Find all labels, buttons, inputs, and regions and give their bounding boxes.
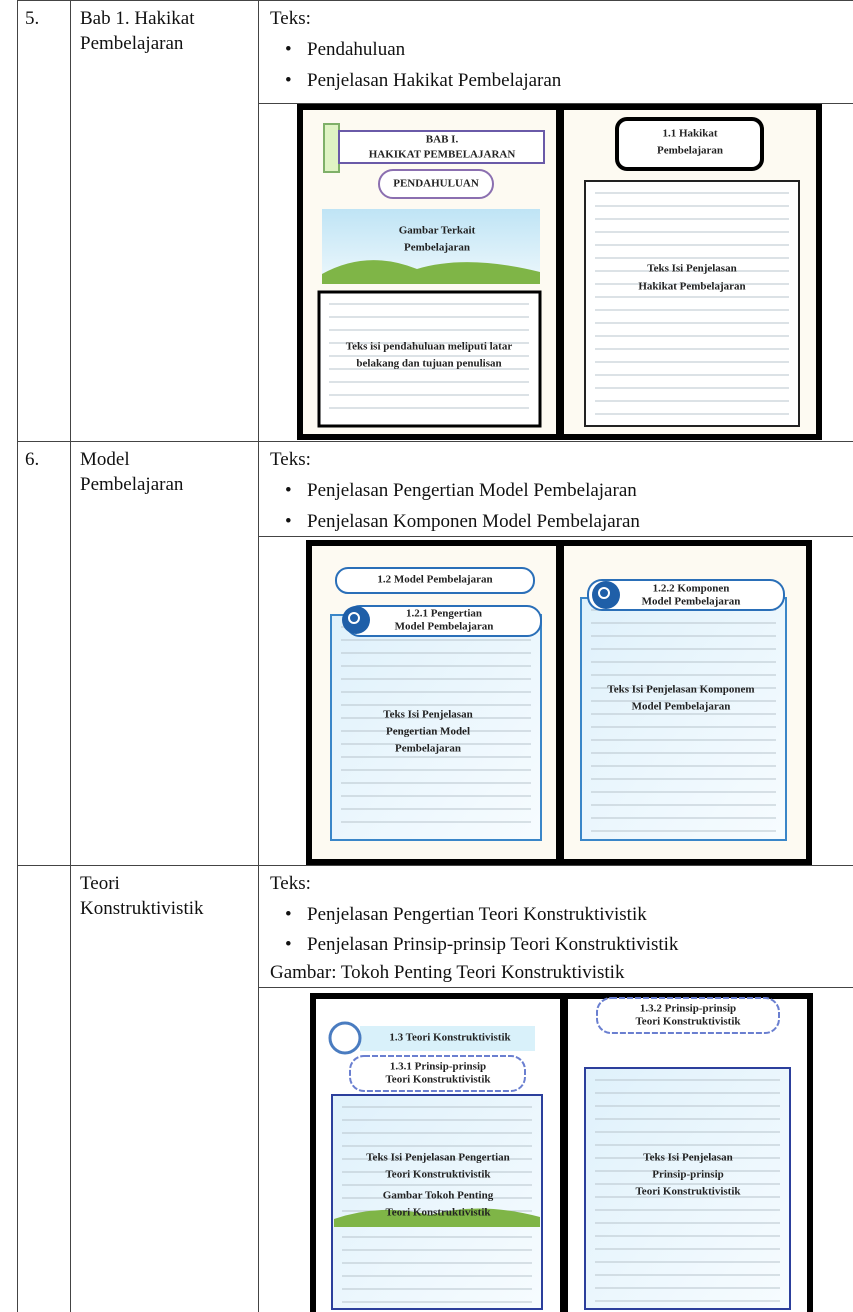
decoration — [322, 260, 540, 284]
mockup-text: 1.2.1 Pengertian — [406, 608, 482, 620]
mockup-text: Gambar Terkait — [399, 225, 476, 237]
text-label: Teks: — [270, 873, 311, 894]
cell-divider — [258, 536, 853, 537]
decoration — [580, 597, 787, 841]
row-border — [17, 441, 853, 442]
mockup-text: Teori Konstruktivistik — [635, 1016, 741, 1028]
mockup-text: Model Pembelajaran — [395, 621, 494, 633]
mockup-text: 1.1 Hakikat — [662, 128, 717, 140]
row-title: Bab 1. Hakikat — [80, 8, 195, 29]
row-number: 5. — [25, 8, 40, 29]
row-title: Model — [80, 449, 130, 470]
mockup-text: Teks isi pendahuluan meliputi latar — [346, 341, 513, 353]
mockup-text: Teori Konstruktivistik — [385, 1074, 491, 1086]
mockup-text: Pembelajaran — [395, 743, 461, 755]
decoration — [348, 612, 360, 624]
decoration — [615, 117, 764, 171]
mockup-text: Teori Konstruktivistik — [385, 1207, 491, 1219]
decoration — [598, 587, 610, 599]
decoration — [596, 997, 780, 1034]
extra-text: Gambar: Tokoh Penting Teori Konstruktivi… — [270, 962, 625, 983]
mockup-text: Model Pembelajaran — [642, 596, 741, 608]
row-title: Pembelajaran — [80, 474, 184, 495]
mockup-text: Pengertian Model — [386, 726, 470, 738]
row-title: Konstruktivistik — [80, 898, 204, 919]
decoration — [328, 1021, 362, 1055]
mockup-text: Hakikat Pembelajaran — [638, 281, 745, 293]
decoration — [349, 1055, 526, 1092]
mockup-text: Teks Isi Penjelasan Pengertian — [366, 1152, 510, 1164]
decoration — [334, 1208, 540, 1227]
decoration — [592, 581, 620, 609]
decoration — [584, 180, 800, 427]
bullet: Pendahuluan — [285, 37, 405, 62]
mockup-text: Teks Isi Penjelasan — [383, 709, 472, 721]
mockup-text: Pembelajaran — [404, 242, 470, 254]
text-label: Teks: — [270, 449, 311, 470]
bullet: Penjelasan Hakikat Pembelajaran — [285, 68, 561, 93]
decoration — [378, 169, 494, 199]
decoration — [360, 1026, 535, 1051]
mockup-text: 1.2 Model Pembelajaran — [377, 574, 492, 586]
cell-divider — [258, 987, 853, 988]
table-border — [70, 0, 71, 1312]
cell-divider — [258, 103, 853, 104]
decoration — [338, 130, 545, 164]
row-border — [17, 865, 853, 866]
decoration — [587, 579, 785, 611]
mockup-text: Teori Konstruktivistik — [385, 1169, 491, 1181]
row-number: 6. — [25, 449, 40, 470]
table-border — [17, 0, 18, 1312]
bullet: Penjelasan Komponen Model Pembelajaran — [285, 509, 640, 534]
mockup-text: 1.3 Teori Konstruktivistik — [389, 1032, 511, 1044]
decoration — [323, 123, 340, 173]
mockup: 1.2 Model Pembelajaran 1.2.1 Pengertian … — [306, 540, 812, 865]
decoration — [560, 993, 568, 1312]
mockup-text: Teori Konstruktivistik — [635, 1186, 741, 1198]
decoration — [331, 1094, 543, 1310]
mockup-text: Pembelajaran — [657, 145, 723, 157]
mockup-text: 1.3.1 Prinsip-prinsip — [390, 1061, 486, 1073]
bullet: Penjelasan Pengertian Teori Konstruktivi… — [285, 902, 647, 927]
mockup-text: Prinsip-prinsip — [652, 1169, 724, 1181]
mockup: BAB I. HAKIKAT PEMBELAJARAN PENDAHULUAN … — [297, 104, 822, 440]
decoration — [335, 567, 535, 594]
mockup-text: BAB I. — [426, 134, 459, 146]
mockup-text: belakang dan tujuan penulisan — [356, 358, 501, 370]
mockup-text: 1.2.2 Komponen — [653, 583, 730, 595]
text-label: Teks: — [270, 8, 311, 29]
mockup-text: Gambar Tokoh Penting — [383, 1190, 494, 1202]
bullet: Penjelasan Prinsip-prinsip Teori Konstru… — [285, 932, 678, 957]
mockup-text: Model Pembelajaran — [632, 701, 731, 713]
mockup-text: HAKIKAT PEMBELAJARAN — [369, 149, 516, 161]
decoration — [556, 104, 564, 440]
mockup-text: 1.3.2 Prinsip-prinsip — [640, 1003, 736, 1015]
row-title: Teori — [80, 873, 120, 894]
mockup-text: PENDAHULUAN — [393, 178, 479, 190]
decoration — [584, 1067, 791, 1310]
decoration — [342, 606, 370, 634]
decoration — [556, 540, 564, 865]
decoration — [317, 290, 542, 428]
mockup: 1.3 Teori Konstruktivistik 1.3.1 Prinsip… — [310, 993, 813, 1312]
mockup-text: Teks Isi Penjelasan — [647, 263, 736, 275]
mockup-text: Teks Isi Penjelasan Komponem — [607, 684, 754, 696]
mockup-text: Teks Isi Penjelasan — [643, 1152, 732, 1164]
bullet: Penjelasan Pengertian Model Pembelajaran — [285, 478, 637, 503]
table-border — [258, 0, 259, 1312]
row-title: Pembelajaran — [80, 33, 184, 54]
table-border — [17, 0, 853, 1]
